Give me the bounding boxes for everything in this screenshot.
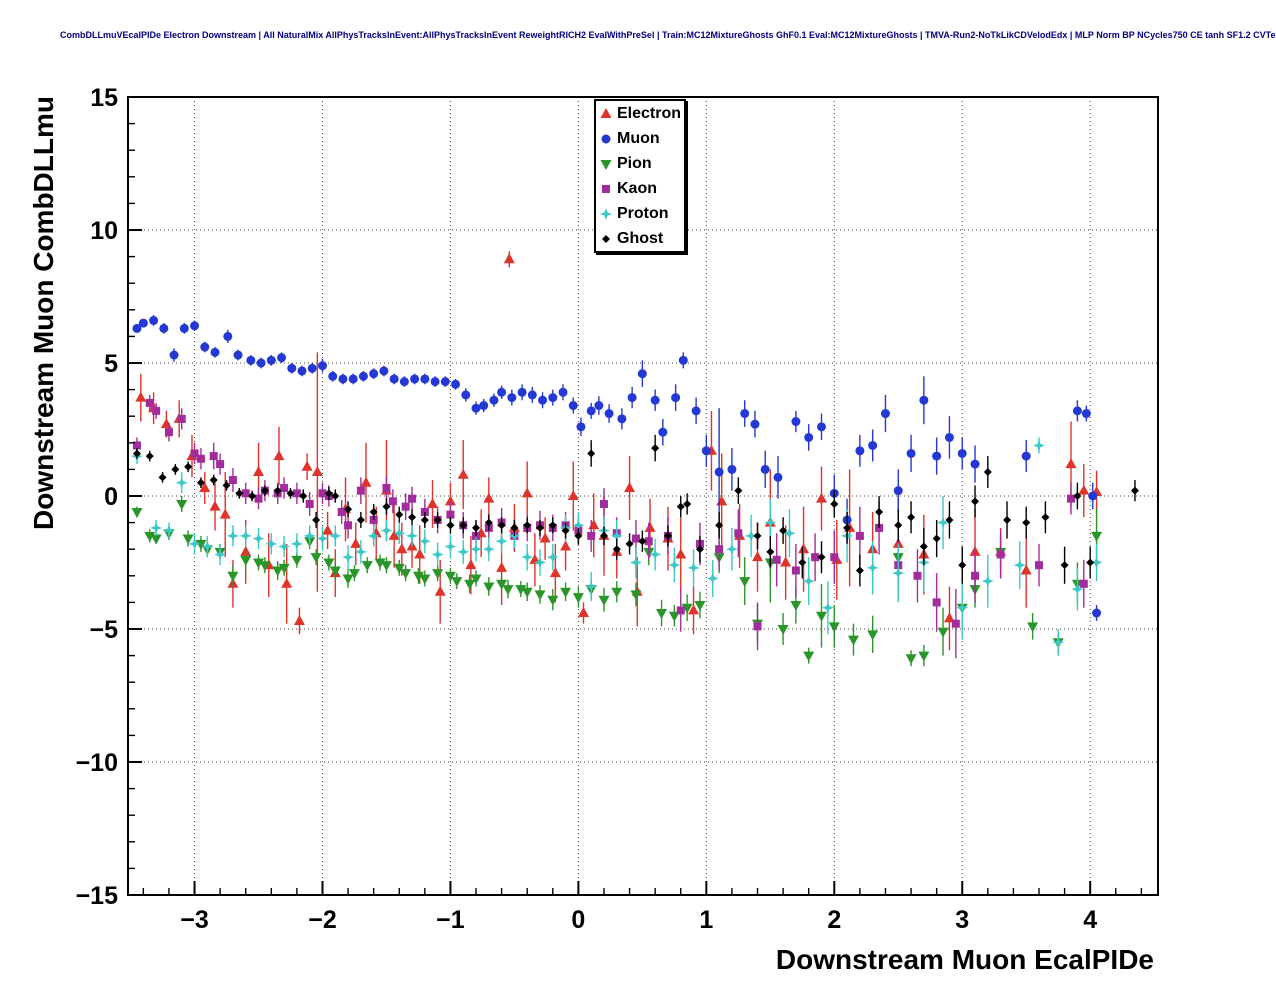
svg-text:−3: −3 — [180, 906, 209, 934]
svg-text:−10: −10 — [76, 749, 118, 777]
legend-box: Electron Muon Pion Kaon Proton Ghost — [594, 99, 686, 253]
plot-title: CombDLLmuVEcalPIDe Electron Downstream |… — [60, 30, 1276, 40]
svg-text:15: 15 — [90, 84, 118, 112]
svg-text:0: 0 — [104, 483, 118, 511]
axis-ticks — [128, 96, 1143, 896]
svg-text:3: 3 — [955, 906, 969, 934]
svg-text:−2: −2 — [308, 906, 337, 934]
svg-text:0: 0 — [571, 906, 585, 934]
series-kaon — [132, 394, 1088, 659]
svg-text:4: 4 — [1083, 906, 1097, 934]
svg-text:10: 10 — [90, 217, 118, 245]
svg-text:−1: −1 — [436, 906, 465, 934]
legend-label: Muon — [617, 129, 660, 147]
svg-text:1: 1 — [699, 906, 713, 934]
legend-entry-muon: Muon — [596, 126, 684, 151]
x-axis-title: Downstream Muon EcalPIDe — [775, 944, 1154, 975]
svg-text:−15: −15 — [76, 882, 119, 910]
svg-text:2: 2 — [827, 906, 841, 934]
pion-marker-icon — [600, 159, 612, 170]
proton-marker-icon — [600, 207, 612, 220]
legend-label: Electron — [617, 104, 682, 122]
ghost-marker-icon — [602, 234, 610, 243]
muon-marker-icon — [601, 134, 611, 143]
y-axis-tick-labels: 15 10 5 0 −5 −10 −15 — [76, 84, 119, 910]
legend-label: Proton — [617, 204, 669, 222]
legend-label: Ghost — [617, 229, 664, 247]
kaon-marker-icon — [602, 184, 610, 193]
y-axis-title: Downstream Muon CombDLLmu — [28, 96, 59, 530]
legend-label: Pion — [617, 154, 652, 172]
grid-lines — [128, 97, 1158, 895]
series-pion — [131, 496, 1103, 667]
legend-label: Kaon — [617, 179, 657, 197]
legend-entry-pion: Pion — [596, 151, 684, 176]
svg-text:−5: −5 — [89, 616, 118, 644]
legend-entry-kaon: Kaon — [596, 176, 684, 201]
x-axis-tick-labels: −3 −2 −1 0 1 2 3 4 — [180, 906, 1097, 934]
legend-entry-electron: Electron — [596, 101, 684, 126]
electron-marker-icon — [600, 107, 612, 118]
series-ghost — [132, 434, 1139, 587]
series-muon — [132, 315, 1102, 622]
legend-entry-proton: Proton — [596, 201, 684, 226]
svg-text:5: 5 — [104, 350, 118, 378]
legend-entry-ghost: Ghost — [596, 226, 684, 251]
